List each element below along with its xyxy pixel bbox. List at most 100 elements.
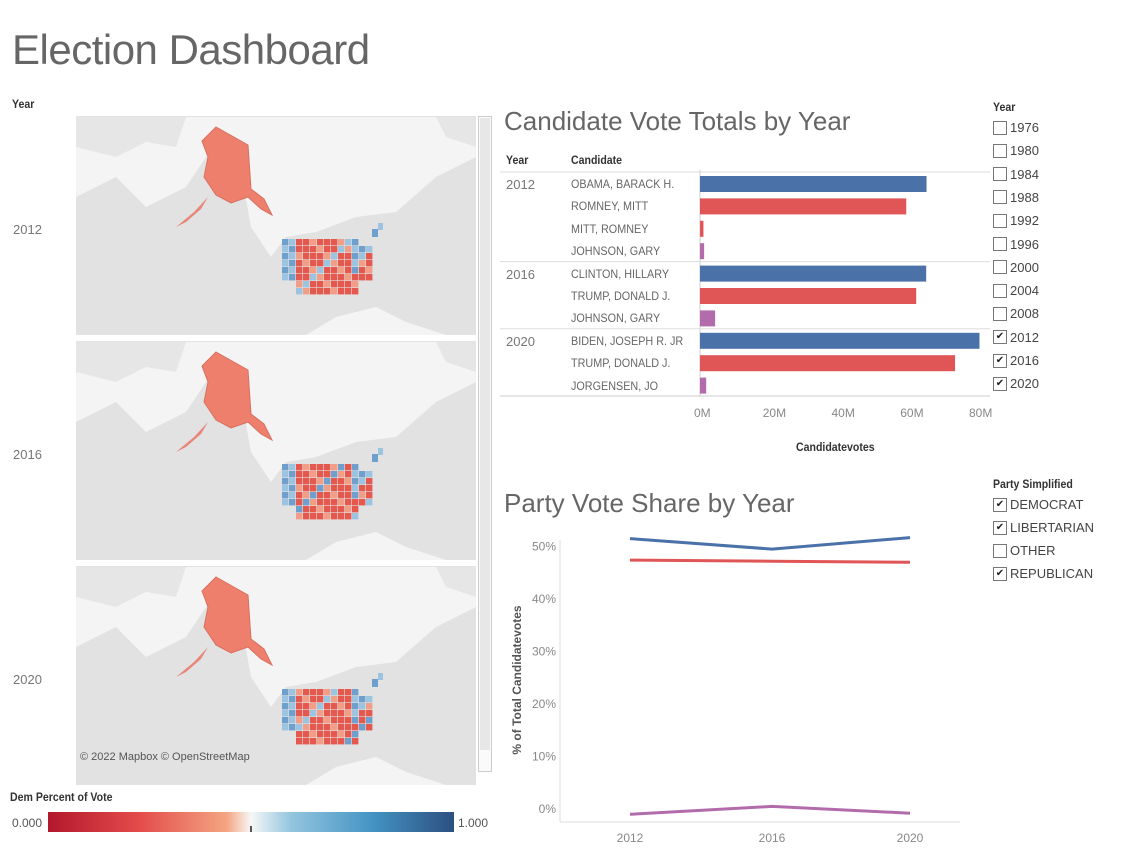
year-filter-option[interactable]: 1984 [993, 167, 1039, 182]
state-region [338, 253, 345, 260]
choropleth-map-2020[interactable] [76, 566, 476, 785]
vote-share-ylabel-wrap: % of Total Candidatevotes [505, 570, 529, 790]
year-filter-option[interactable]: 1980 [993, 143, 1039, 158]
vote-bar[interactable] [700, 355, 956, 372]
party-filter-option[interactable]: OTHER [993, 543, 1056, 558]
state-region [331, 288, 338, 295]
vote-bar[interactable] [700, 377, 707, 394]
vote-bar[interactable] [700, 176, 927, 192]
year-filter-option[interactable]: 2008 [993, 306, 1039, 321]
state-region [310, 717, 317, 724]
vote-bar[interactable] [700, 288, 917, 304]
state-region [289, 471, 296, 478]
checkbox[interactable] [993, 260, 1007, 275]
vote-bar[interactable] [700, 220, 704, 237]
candidate-label: ROMNEY, MITT [571, 199, 649, 214]
state-region [310, 464, 317, 471]
state-region [338, 246, 345, 253]
checkbox[interactable] [993, 306, 1007, 321]
checkbox[interactable]: ✔ [993, 566, 1007, 581]
year-filter-option[interactable]: 1996 [993, 237, 1039, 252]
checkbox[interactable]: ✔ [993, 376, 1007, 391]
state-region [324, 239, 331, 246]
checkbox[interactable] [993, 190, 1007, 205]
republican-share-line[interactable] [629, 558, 911, 564]
state-region [310, 703, 317, 710]
state-region [289, 478, 296, 485]
bar-group-year: 2016 [506, 266, 535, 282]
party-filter-option[interactable]: ✔ LIBERTARIAN [993, 520, 1094, 535]
checkbox-label: 1988 [1010, 189, 1039, 205]
vote-bar[interactable] [700, 265, 927, 282]
vote-bar[interactable] [700, 332, 980, 349]
state-region [378, 223, 383, 230]
party-filter-option[interactable]: ✔ DEMOCRAT [993, 497, 1083, 512]
y-tick-label: 40% [532, 592, 556, 606]
year-filter-option[interactable]: 1992 [993, 213, 1039, 228]
year-filter-option[interactable]: 2000 [993, 260, 1039, 275]
vote-bar[interactable] [700, 198, 907, 215]
checkbox[interactable] [993, 237, 1007, 251]
bar-tick-label: 0M [694, 406, 711, 420]
checkbox-label: 2008 [1010, 306, 1039, 322]
year-filter-option[interactable]: ✔ 2020 [993, 376, 1039, 391]
checkbox[interactable] [993, 167, 1007, 182]
state-region [282, 717, 289, 724]
state-region [345, 267, 352, 274]
year-filter-option[interactable]: ✔ 2012 [993, 330, 1039, 345]
col-candidate-header: Candidate [571, 153, 623, 167]
state-region [296, 478, 303, 485]
checkbox[interactable] [993, 143, 1007, 158]
checkbox[interactable]: ✔ [993, 497, 1007, 512]
state-region [352, 281, 359, 288]
state-region [303, 485, 310, 492]
landmass-shape [436, 342, 476, 372]
state-region [331, 492, 338, 499]
state-region [317, 485, 324, 492]
checkbox[interactable]: ✔ [993, 353, 1007, 368]
y-tick-label: 50% [532, 540, 556, 554]
checkbox-label: 1976 [1010, 120, 1039, 135]
maps-scrollbar[interactable] [478, 116, 492, 772]
year-filter-option[interactable]: ✔ 2016 [993, 353, 1039, 368]
checkbox-label: 1984 [1010, 166, 1039, 182]
checkbox[interactable] [993, 283, 1007, 298]
checkbox[interactable] [993, 120, 1007, 135]
year-filter-option[interactable]: 1976 [993, 120, 1039, 135]
state-region [324, 253, 331, 260]
map-attribution[interactable]: © 2022 Mapbox © OpenStreetMap [80, 751, 250, 763]
state-region [303, 253, 310, 260]
year-filter-option[interactable]: 2004 [993, 283, 1039, 298]
state-region [317, 288, 324, 295]
state-region [324, 724, 331, 731]
scrollbar-thumb[interactable] [480, 118, 490, 750]
choropleth-map-2016[interactable] [76, 341, 476, 560]
checkbox[interactable]: ✔ [993, 520, 1007, 535]
state-region [359, 492, 366, 499]
state-region [366, 471, 373, 478]
year-filter-option[interactable]: 1988 [993, 190, 1039, 205]
state-region [338, 471, 345, 478]
state-region [282, 492, 289, 499]
vote-bar[interactable] [700, 310, 716, 327]
checkbox[interactable] [993, 213, 1007, 228]
state-region [296, 506, 303, 513]
state-region [317, 239, 324, 246]
state-region [310, 471, 317, 478]
choropleth-map-2012[interactable] [76, 116, 476, 335]
state-region [338, 267, 345, 274]
state-region [310, 696, 317, 703]
vote-bar[interactable] [700, 243, 705, 260]
state-region [366, 703, 373, 710]
state-region [366, 260, 373, 267]
democrat-share-line[interactable] [629, 536, 911, 551]
libertarian-share-line[interactable] [629, 804, 911, 816]
state-region [310, 724, 317, 731]
state-region [331, 724, 338, 731]
checkbox-label: 2012 [1010, 329, 1039, 345]
checkbox[interactable]: ✔ [993, 330, 1007, 345]
checkbox[interactable] [993, 543, 1007, 558]
party-filter-option[interactable]: ✔ REPUBLICAN [993, 566, 1093, 581]
state-region [359, 478, 366, 485]
state-region [331, 246, 338, 253]
